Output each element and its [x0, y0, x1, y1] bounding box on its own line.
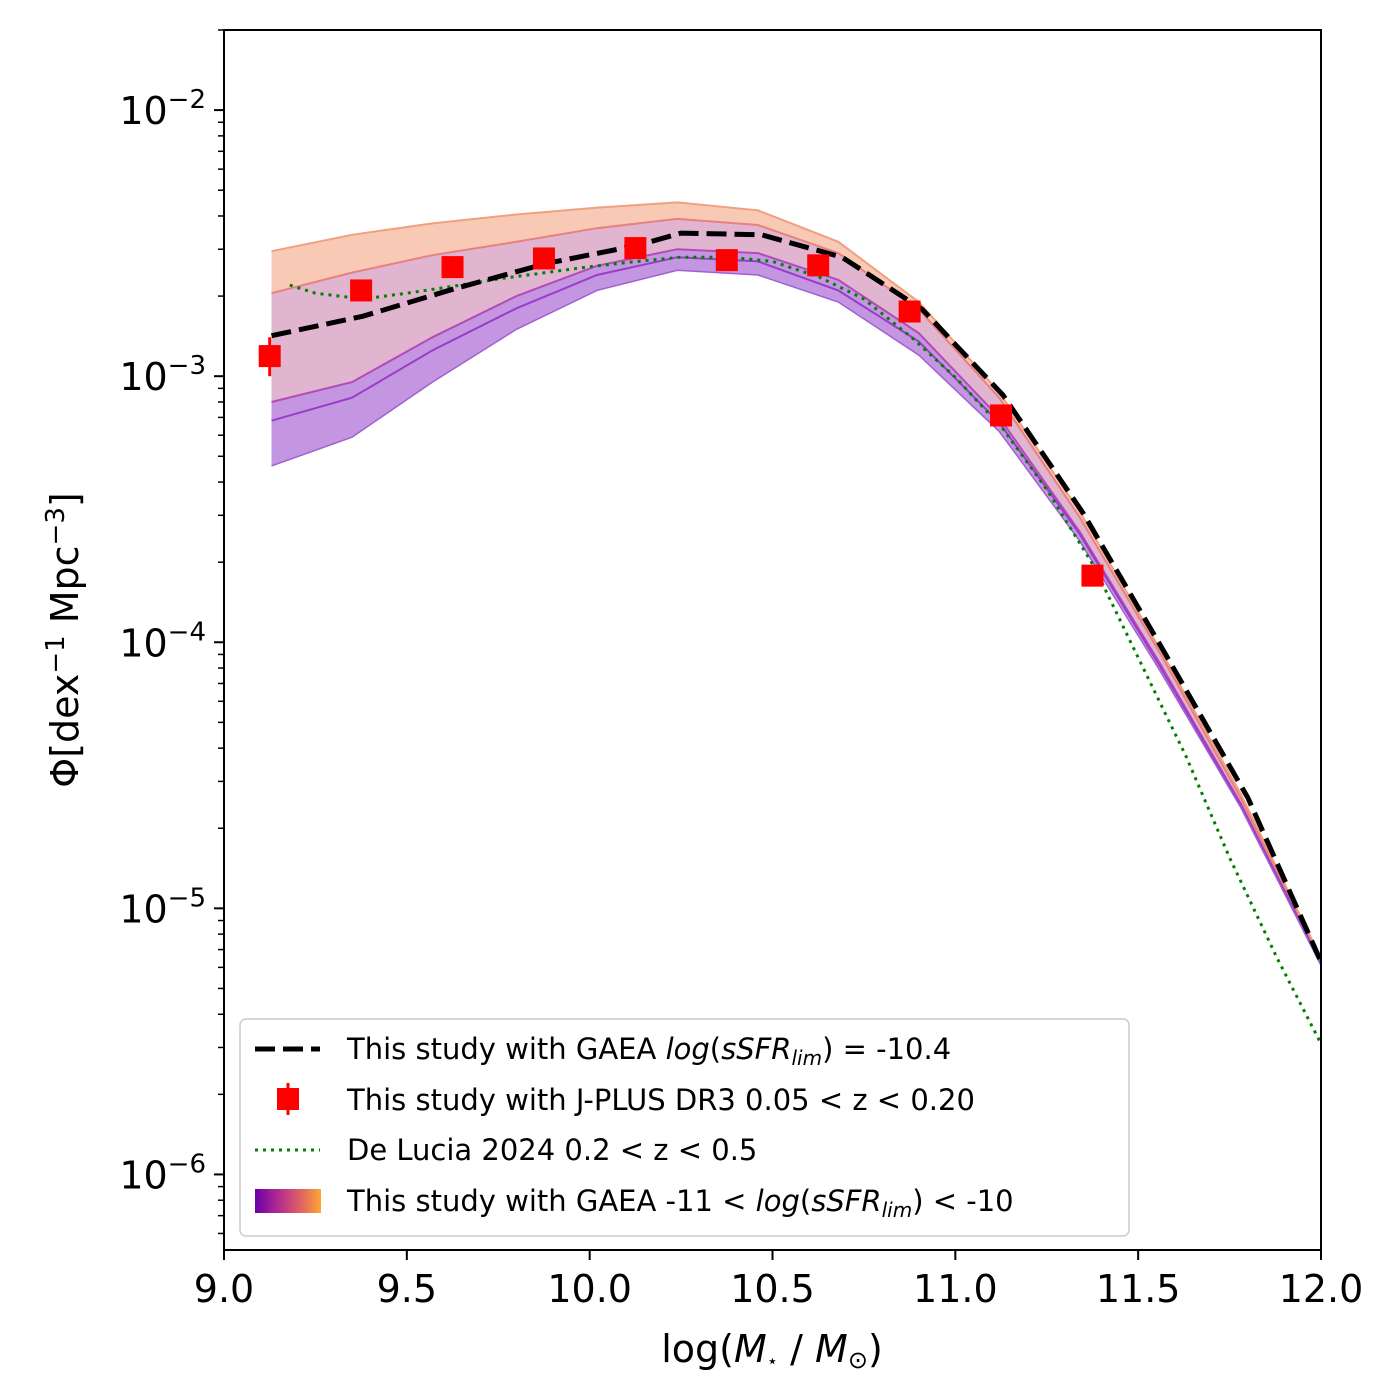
x-axis-label: log(M⋆ / M⊙)	[661, 1327, 883, 1374]
x-tick-label: 10.0	[547, 1267, 632, 1311]
y-axis-ticks: 10−2 10−3 10−4 10−5 10−6	[119, 29, 224, 1235]
series-delucia-line	[289, 255, 1321, 1045]
jplus-point	[624, 237, 647, 260]
y-tick-label: 10−4	[119, 617, 206, 665]
legend-entry-gaea-band: This study with GAEA -11 < log(sSFRlim) …	[346, 1184, 1014, 1222]
y-tick-label: 10−2	[119, 85, 206, 133]
series-gaea-line	[270, 230, 1321, 963]
x-tick-label: 9.0	[194, 1267, 254, 1311]
jplus-point	[898, 300, 921, 323]
y-tick-label: 10−5	[119, 883, 206, 931]
jplus-point	[350, 279, 373, 302]
y-axis-label: Φ[dex−1 Mpc−3]	[41, 492, 87, 787]
x-tick-label: 12.0	[1279, 1267, 1364, 1311]
x-tick-label: 11.5	[1096, 1267, 1181, 1311]
jplus-point	[1081, 564, 1104, 587]
legend: This study with GAEA log(sSFRlim) = -10.…	[239, 1018, 1130, 1237]
x-axis-ticks: 9.0 9.5 10.0 10.5 11.0 11.5 12.0	[194, 1250, 1364, 1311]
band-inner	[271, 218, 1321, 964]
band-outer-lower	[271, 249, 1321, 966]
line-layer	[270, 230, 1321, 1045]
legend-key-gradient	[255, 1189, 321, 1213]
x-tick-label: 9.5	[377, 1267, 437, 1311]
y-tick-label: 10−6	[119, 1149, 206, 1197]
legend-entry-gaea-line: This study with GAEA log(sSFRlim) = -10.…	[346, 1032, 951, 1070]
jplus-point	[715, 249, 738, 272]
x-tick-label: 10.5	[730, 1267, 815, 1311]
jplus-point	[441, 256, 464, 279]
legend-box	[239, 1018, 1130, 1237]
jplus-point	[532, 247, 555, 270]
jplus-point	[807, 254, 830, 277]
marker-layer	[258, 237, 1104, 587]
jplus-point	[258, 345, 281, 368]
band-layer	[271, 201, 1321, 966]
legend-entry-jplus: This study with J-PLUS DR3 0.05 < z < 0.…	[346, 1083, 975, 1117]
legend-entry-delucia: De Lucia 2024 0.2 < z < 0.5	[347, 1133, 757, 1167]
x-tick-label: 11.0	[913, 1267, 998, 1311]
band-inner-upper-edge	[271, 217, 1321, 963]
band-median-edge	[271, 256, 1321, 965]
band-inner-lower-edge	[271, 248, 1321, 965]
y-tick-label: 10−3	[119, 351, 206, 399]
legend-key-marker	[277, 1088, 299, 1110]
jplus-point	[990, 404, 1013, 427]
band-outer-lower-edge	[271, 269, 1321, 966]
